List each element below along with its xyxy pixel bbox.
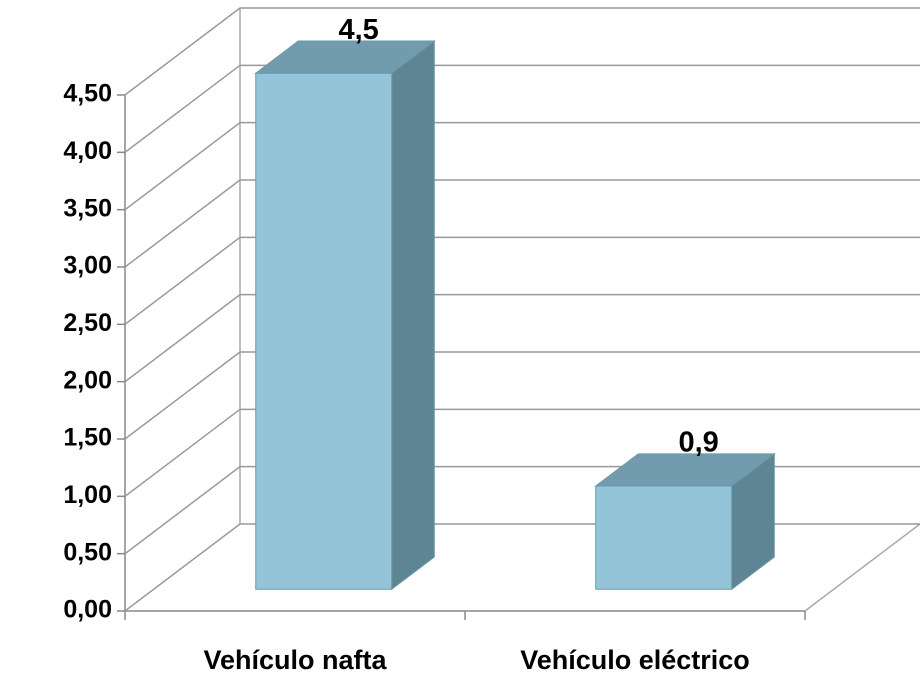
y-tick-label: 2,50 xyxy=(63,309,112,337)
bar-front xyxy=(255,72,393,590)
bar-side xyxy=(391,40,435,591)
grid-line xyxy=(124,408,920,497)
grid-line xyxy=(124,465,920,555)
floor-edge xyxy=(804,523,920,612)
grid-line xyxy=(124,64,920,153)
y-tick-label: 1,00 xyxy=(63,481,112,509)
x-tick-label: Vehículo eléctrico xyxy=(520,645,750,675)
grid-line xyxy=(124,351,920,440)
y-tick-label: 3,00 xyxy=(63,252,112,280)
y-tick-label: 4,50 xyxy=(63,80,112,108)
grid-line xyxy=(124,121,920,211)
x-tick-label: Vehículo nafta xyxy=(203,645,387,675)
data-label: 4,5 xyxy=(338,14,378,46)
y-tick-label: 0,00 xyxy=(63,596,112,624)
y-tick-label: 2,00 xyxy=(63,366,112,394)
grid-line xyxy=(124,179,920,268)
grid-line xyxy=(124,523,920,612)
data-label: 0,9 xyxy=(678,427,718,459)
bar xyxy=(594,452,776,591)
bar xyxy=(254,40,436,591)
y-tick-label: 1,50 xyxy=(63,424,112,452)
grid-line xyxy=(124,236,920,325)
bar-front xyxy=(595,485,733,590)
y-tick-label: 4,00 xyxy=(63,137,112,165)
grid-line xyxy=(124,7,920,96)
grid-line xyxy=(124,293,920,383)
y-tick-label: 0,50 xyxy=(63,538,112,566)
y-tick-label: 3,50 xyxy=(63,194,112,222)
